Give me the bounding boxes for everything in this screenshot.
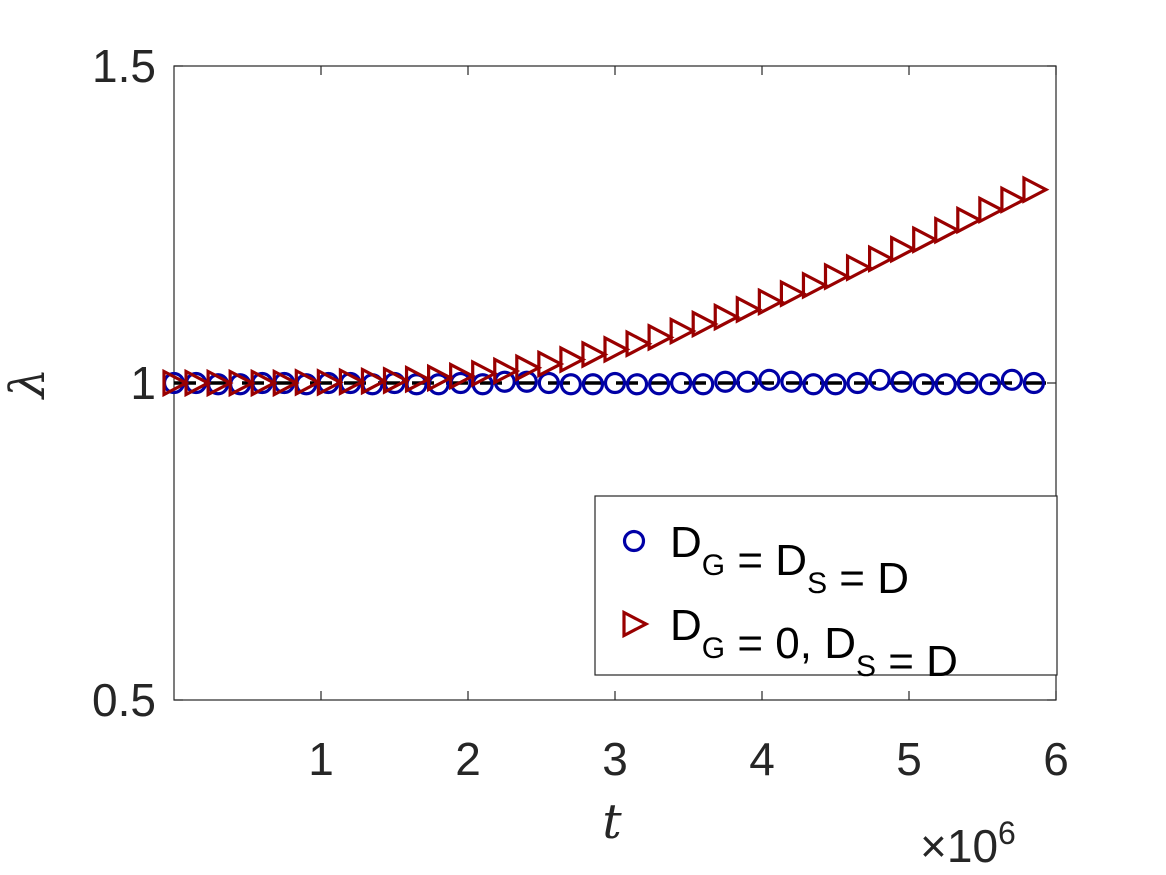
series-1-point [625, 373, 649, 396]
series-1-point [692, 373, 715, 396]
series-2-point [427, 363, 455, 393]
series-2-point [823, 262, 851, 291]
series-2-point [515, 353, 543, 382]
series-2-point [206, 368, 234, 398]
series-2-point [316, 368, 344, 397]
series-1-point [890, 370, 913, 393]
series-2-point [559, 345, 587, 374]
series-1-point [603, 371, 627, 395]
legend: DG = DS = DDG = 0, DS = D [594, 495, 1058, 686]
series-2-point [625, 329, 653, 358]
y-tick-label: 0.5 [92, 674, 156, 726]
series-2-point [779, 279, 807, 308]
series-2-point [801, 271, 829, 300]
series-1-point [647, 373, 671, 396]
series-1-point [846, 371, 869, 395]
series-1-point [537, 371, 560, 395]
series-2-point [669, 316, 697, 346]
series-1-point [758, 368, 781, 391]
series-2-point [757, 287, 785, 316]
x-axis-label: t [602, 794, 622, 850]
series-2-point [912, 225, 940, 254]
x-tick-label: 5 [896, 733, 922, 785]
x-tick-label: 1 [308, 733, 334, 785]
series-1-point [714, 370, 737, 393]
series-2-point [404, 365, 433, 394]
series-1-point [736, 370, 759, 393]
series-2-point [537, 349, 565, 379]
y-tick-label: 1.5 [92, 40, 156, 92]
series-2-point [382, 366, 410, 395]
series-2-point [449, 361, 477, 391]
series-2-point [360, 366, 388, 396]
series-2-point [978, 195, 1006, 225]
series-2-point [294, 368, 322, 397]
series-2-point [338, 367, 366, 396]
series-2-point [581, 340, 609, 369]
series-1-point [978, 373, 1001, 396]
series-1-point [802, 373, 825, 396]
x-exponent-label: ×106 [920, 815, 1016, 872]
series-1-point [1000, 368, 1024, 391]
legend-marker-2 [622, 609, 650, 639]
series-1-point [956, 371, 979, 395]
series-2-point [1022, 175, 1050, 204]
tick-labels: 1 2 3 4 5 6 0.5 1 1.5 [92, 40, 1069, 785]
series-1-point [780, 370, 803, 393]
series-2-point [867, 244, 896, 273]
series-2-point [845, 253, 874, 282]
series-2-point [162, 368, 190, 398]
x-tick-label: 2 [455, 733, 481, 785]
series-1-point [934, 373, 957, 396]
series-1-point [868, 368, 891, 391]
series-1-point [515, 370, 538, 393]
series-1-point [581, 373, 605, 396]
series-2-point [250, 368, 278, 398]
series-1-point [559, 373, 583, 396]
series-2-point [272, 368, 300, 398]
series-2-point [228, 368, 256, 398]
legend-box [594, 495, 1058, 676]
series-2-point [647, 323, 675, 352]
series-1-point [912, 373, 935, 396]
legend-marker-1 [622, 529, 646, 553]
series-1-point [670, 371, 693, 395]
series-2-point [691, 309, 719, 339]
series-2-point [735, 295, 763, 324]
series-2-point [471, 359, 499, 388]
legend-label-1: DG = DS = D [670, 518, 909, 603]
series-2-point [956, 205, 984, 235]
series-2-point [493, 356, 521, 386]
x-tick-label: 3 [602, 733, 628, 785]
y-tick-label: 1 [130, 357, 156, 409]
x-tick-label: 4 [749, 733, 775, 785]
series-1-point [824, 373, 847, 396]
series-2-point [184, 368, 212, 398]
series-2-point [603, 335, 631, 364]
legend-label-2: DG = 0, DS = D [670, 601, 958, 686]
series-1-point [1022, 371, 1046, 395]
series-layer [162, 175, 1050, 398]
series-2-point [934, 216, 962, 245]
series-2-point [890, 235, 918, 264]
series-2 [162, 175, 1050, 398]
x-tick-label: 6 [1043, 733, 1069, 785]
series-2-point [713, 302, 741, 332]
y-axis-label: λ [0, 368, 56, 400]
series-2-point [1000, 185, 1028, 214]
